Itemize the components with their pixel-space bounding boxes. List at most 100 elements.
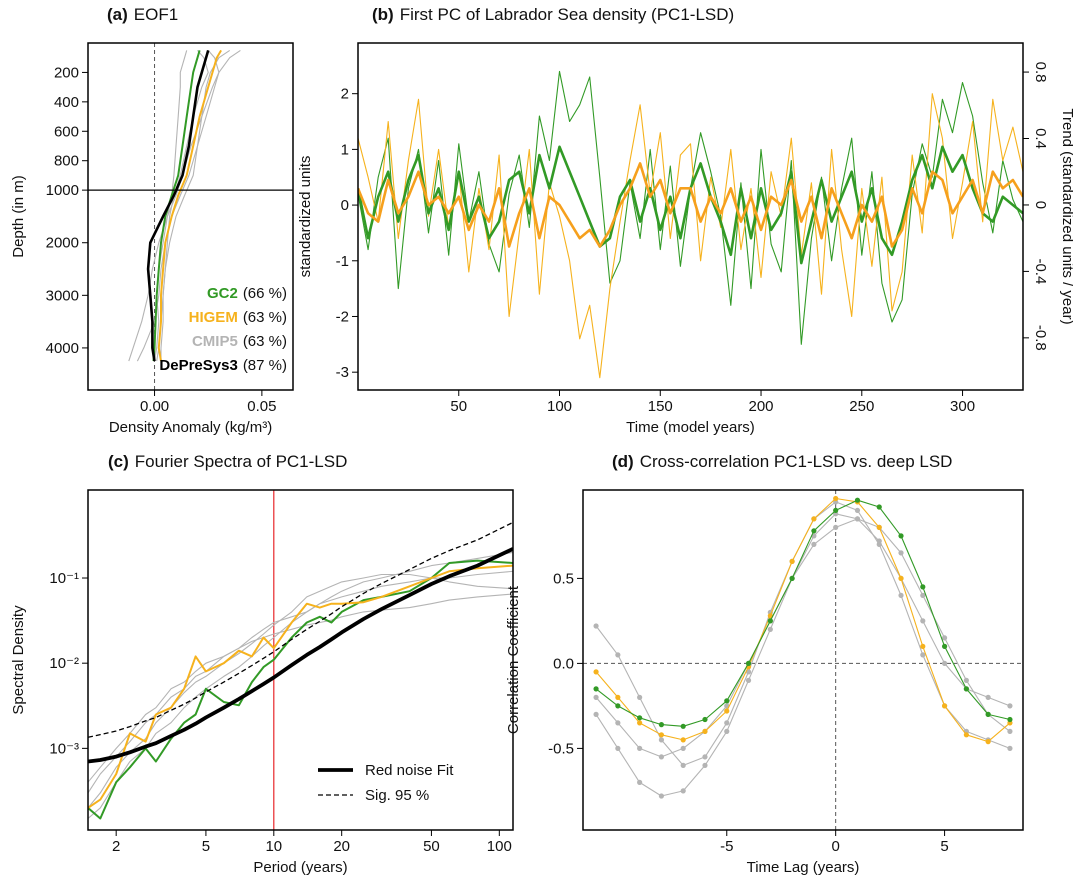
x-tick-label: 2 <box>112 838 120 855</box>
panel-title: (c) Fourier Spectra of PC1-LSD <box>108 452 347 471</box>
y-tick-label: 2000 <box>46 235 79 252</box>
panel: (b) First PC of Labrador Sea density (PC1… <box>297 5 1073 436</box>
y-axis-label: Depth (in m) <box>10 175 27 258</box>
x-tick-label: 0.00 <box>140 398 169 415</box>
data-point <box>593 623 599 629</box>
y-tick-label: 0.5 <box>553 570 574 587</box>
data-point <box>789 558 795 565</box>
data-point <box>876 504 882 510</box>
legend-label: Red noise Fit <box>365 762 454 779</box>
data-point <box>724 698 730 704</box>
y-tick-label: 1 <box>341 141 349 158</box>
data-point <box>702 762 708 769</box>
data-point <box>658 793 665 799</box>
data-point <box>658 737 665 743</box>
legend-entry: HIGEM (63 %) <box>189 309 287 326</box>
y-axis-label: Spectral Density <box>10 605 27 715</box>
panel-letter: (d) <box>612 452 634 471</box>
panel-title: (b) First PC of Labrador Sea density (PC1… <box>372 5 734 24</box>
data-point <box>1007 728 1013 735</box>
x-tick-label: 5 <box>940 838 948 855</box>
y2-tick-label: 0.8 <box>1032 62 1049 83</box>
data-point <box>833 495 839 502</box>
series-line <box>358 162 1023 248</box>
data-point <box>963 686 969 692</box>
x-tick-label: 20 <box>333 838 350 855</box>
legend-name: DePreSys3 <box>159 357 237 374</box>
x-axis-label: Density Anomaly (kg/m³) <box>109 419 272 436</box>
data-point <box>767 626 773 633</box>
data-point <box>854 507 861 513</box>
y2-tick-label: -0.8 <box>1032 325 1049 351</box>
x-axis-label: Time Lag (years) <box>747 859 860 876</box>
data-point <box>811 516 817 522</box>
data-point <box>941 660 948 667</box>
data-point <box>767 618 773 624</box>
y-tick-label: -2 <box>336 308 349 325</box>
legend-share: (63 %) <box>243 333 287 350</box>
y-tick-label: -0.5 <box>548 740 574 757</box>
plot-frame <box>87 42 294 391</box>
data-point <box>593 694 599 701</box>
panel-letter: (c) <box>108 452 129 471</box>
data-point <box>615 745 621 752</box>
panel: (a) EOF1 Density Anomaly (kg/m³) Depth (in … <box>10 5 294 436</box>
data-point <box>876 524 882 531</box>
data-point <box>920 643 926 650</box>
y2-tick-label: 0.4 <box>1032 128 1049 149</box>
legend-entry: GC2 (66 %) <box>207 285 287 302</box>
y-tick-label: 1000 <box>46 182 79 199</box>
data-point <box>680 745 686 752</box>
data-point <box>920 592 926 599</box>
y-tick-label: 400 <box>54 94 79 111</box>
x-axis-label: Period (years) <box>253 859 347 876</box>
y-tick-label: 0.0 <box>553 655 574 672</box>
data-point <box>724 720 730 726</box>
x-tick-label: 100 <box>487 838 512 855</box>
y-axis-label: Correlation Coefficient <box>505 585 522 734</box>
data-point <box>680 723 686 729</box>
y2-axis-label: Trend (standardized units / year) <box>1059 108 1073 324</box>
data-point <box>658 754 665 760</box>
data-point <box>941 643 948 650</box>
series-line <box>88 559 513 820</box>
data-point <box>593 711 599 718</box>
data-point <box>898 533 904 539</box>
series-line <box>88 547 513 764</box>
data-point <box>637 745 643 752</box>
x-tick-label: 300 <box>950 398 975 415</box>
panel-letter: (b) <box>372 5 394 24</box>
member-line <box>88 570 513 794</box>
data-point <box>615 703 621 709</box>
x-tick-label: 10 <box>265 838 282 855</box>
plot-frame <box>582 489 1024 831</box>
title-text: Cross-correlation PC1-LSD vs. deep LSD <box>640 452 953 471</box>
data-point <box>963 732 969 738</box>
panel-title: (a) EOF1 <box>107 5 178 24</box>
x-tick-label: 150 <box>648 398 673 415</box>
data-point <box>876 538 882 544</box>
legend-name: CMIP5 <box>192 333 238 350</box>
data-point <box>833 524 839 531</box>
legend-share: (87 %) <box>243 357 287 374</box>
data-point <box>658 732 665 738</box>
data-point <box>658 722 665 728</box>
data-point <box>920 584 926 590</box>
y-tick-label: 10⁻² <box>49 655 79 672</box>
y-tick-label: 3000 <box>46 287 79 304</box>
x-tick-label: 200 <box>749 398 774 415</box>
data-point <box>941 635 948 641</box>
y-axis-label: standardized units <box>297 156 314 278</box>
title-text: Fourier Spectra of PC1-LSD <box>135 452 348 471</box>
data-point <box>789 575 795 582</box>
legend-share: (66 %) <box>243 285 287 302</box>
data-point <box>593 686 599 692</box>
data-point <box>1007 716 1013 723</box>
data-point <box>637 779 643 786</box>
legend-share: (63 %) <box>243 309 287 326</box>
series-line <box>595 497 1011 743</box>
data-point <box>724 728 730 735</box>
y2-tick-label: -0.4 <box>1032 258 1049 284</box>
member-line <box>595 501 1011 766</box>
member-line <box>595 518 1011 758</box>
